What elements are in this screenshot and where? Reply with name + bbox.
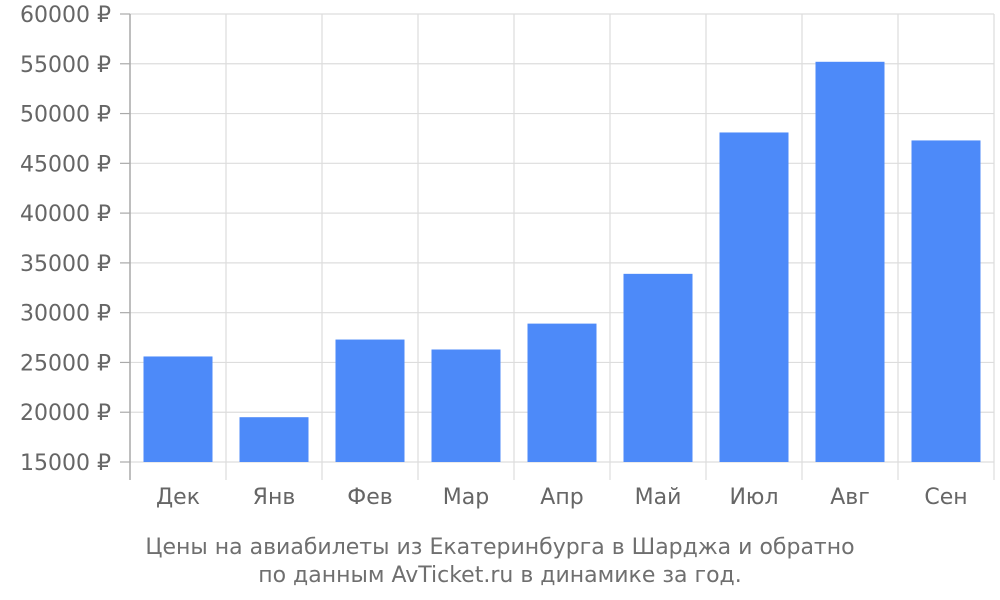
bar-chart: 15000 ₽ 20000 ₽ 25000 ₽ 30000 ₽ 35000 ₽ 40000… [20,3,995,510]
label-layer: 15000 ₽ 20000 ₽ 25000 ₽ 30000 ₽ 35000 ₽ 40000… [20,3,968,510]
chart-caption-line-2: по данным AvTicket.ru в динамике за год. [258,563,742,588]
y-tick-label: 30000 ₽ [20,302,111,327]
y-tick-label: 15000 ₽ [20,451,111,476]
x-tick-label: Июл [729,485,778,510]
bar-3 [335,339,405,462]
x-tick-label: Сен [924,485,967,510]
bar-6 [623,273,693,462]
y-tick-label: 35000 ₽ [20,252,111,277]
y-tick-label: 50000 ₽ [20,103,111,128]
chart-caption-line-1: Цены на авиабилеты из Екатеринбурга в Ша… [145,535,855,560]
bar-7 [719,132,789,462]
x-tick-label: Янв [253,485,296,510]
x-tick-label: Авг [830,485,870,510]
bar-5 [527,323,597,462]
bar-layer [143,61,981,463]
y-tick-label: 25000 ₽ [20,351,111,376]
x-tick-label: Фев [347,485,392,510]
bar-8 [815,61,885,462]
y-tick-label: 55000 ₽ [20,53,111,78]
y-tick-label: 40000 ₽ [20,202,111,227]
y-tick-label: 45000 ₽ [20,152,111,177]
y-tick-label: 60000 ₽ [20,3,111,28]
bar-4 [431,349,501,462]
bar-1 [143,356,213,462]
x-tick-label: Мар [443,485,489,510]
y-tick-label: 20000 ₽ [20,401,111,426]
x-tick-label: Дек [156,485,200,510]
bar-9 [911,140,981,463]
x-tick-label: Май [635,485,682,510]
bar-2 [239,417,309,462]
x-tick-label: Апр [540,485,583,510]
axis-layer [120,13,995,480]
